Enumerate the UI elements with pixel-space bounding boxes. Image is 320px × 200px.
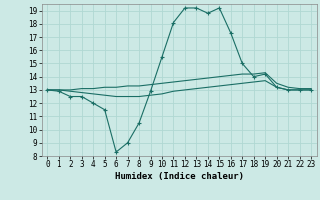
X-axis label: Humidex (Indice chaleur): Humidex (Indice chaleur) (115, 172, 244, 181)
